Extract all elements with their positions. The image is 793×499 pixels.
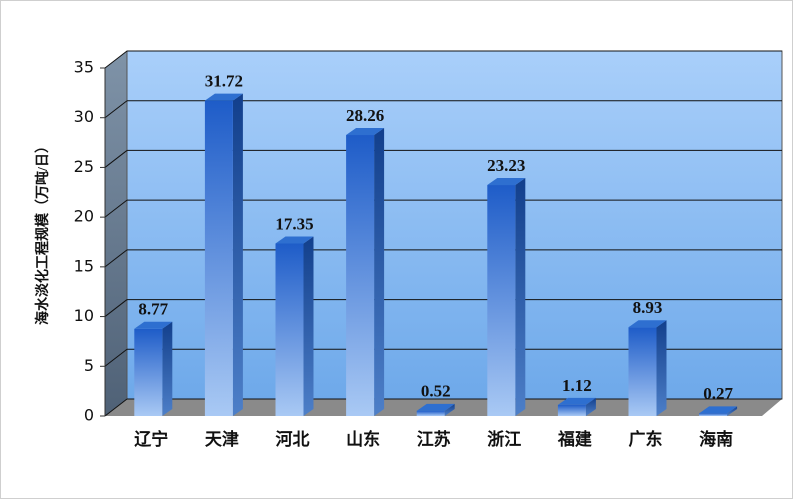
bar-top [628, 320, 667, 328]
data-label: 0.52 [421, 382, 451, 401]
y-tick-label: 20 [74, 207, 94, 226]
x-tick-label: 江苏 [417, 429, 451, 449]
bar-top [699, 406, 738, 414]
grid-line [104, 50, 128, 69]
grid-line [104, 199, 128, 218]
data-label: 31.72 [205, 72, 243, 91]
y-tick-label: 25 [74, 157, 94, 176]
grid-line [104, 249, 128, 268]
y-tick-label: 10 [74, 306, 94, 325]
data-label: 8.77 [138, 300, 168, 319]
y-tick-label: 35 [74, 58, 94, 77]
bar-side [162, 321, 173, 416]
y-tick-label: 5 [84, 356, 94, 375]
data-label: 28.26 [346, 106, 384, 125]
bar [346, 135, 375, 416]
bar [628, 327, 657, 416]
data-label: 0.27 [703, 384, 733, 403]
bar-top [346, 128, 385, 136]
grid-line [104, 398, 128, 417]
bar-top [134, 321, 173, 329]
bar [275, 243, 304, 416]
x-tick-label: 天津 [205, 429, 239, 449]
x-tick-label: 山东 [346, 429, 380, 449]
bar-top [416, 403, 455, 411]
bar [134, 328, 163, 416]
grid-line [104, 100, 128, 119]
x-tick-label: 福建 [557, 429, 592, 449]
bar [557, 404, 586, 416]
grid-line [104, 299, 128, 317]
side-wall [105, 51, 127, 416]
x-tick-label: 海南 [699, 429, 733, 449]
data-label: 23.23 [487, 156, 525, 175]
bar-top [275, 236, 314, 244]
y-tick-label: 30 [74, 107, 94, 126]
bar-side [656, 320, 667, 416]
grid-line [104, 150, 128, 168]
y-axis-title: 海水淡化工程规模（万吨/日） [34, 139, 51, 325]
grid-line [104, 348, 128, 367]
bar-top [487, 178, 526, 186]
bar [204, 100, 233, 416]
bar-side [374, 128, 385, 416]
data-label: 8.93 [633, 298, 663, 317]
x-tick-label: 辽宁 [134, 429, 168, 449]
x-tick-label: 河北 [276, 430, 310, 449]
bar-side [727, 406, 738, 416]
bar-top [557, 397, 596, 405]
bar-side [444, 403, 455, 416]
bar-side [303, 236, 314, 416]
data-label: 1.12 [562, 376, 592, 395]
y-tick-label: 0 [84, 406, 94, 425]
bar-side [232, 93, 243, 416]
bar [416, 410, 445, 416]
bar-top [204, 93, 243, 101]
data-label: 17.35 [275, 214, 313, 233]
x-tick-label: 广东 [629, 429, 663, 449]
y-tick-label: 15 [74, 256, 94, 275]
bar [487, 185, 516, 416]
x-tick-label: 浙江 [487, 429, 521, 449]
bar [699, 413, 728, 416]
bar-side [585, 397, 596, 416]
bar-side [515, 178, 526, 416]
